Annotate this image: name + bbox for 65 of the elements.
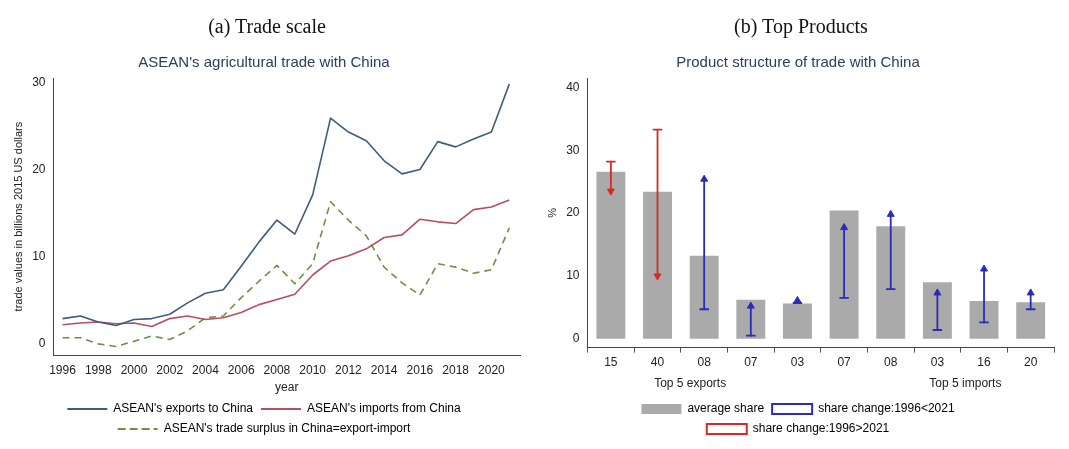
y-tick-label: 10 xyxy=(32,249,46,264)
chart-title: (b) Top Products xyxy=(733,14,869,40)
x-tick-label: 03 xyxy=(790,355,805,370)
x-tick-label: 40 xyxy=(650,355,665,370)
bar xyxy=(876,226,906,339)
x-axis-title: year xyxy=(275,380,299,395)
bar xyxy=(922,282,952,339)
y-tick-label: 0 xyxy=(38,336,46,351)
point xyxy=(980,264,988,272)
legend-label: share change:1996<2021 xyxy=(818,401,955,416)
x-tick-label: 2000 xyxy=(120,362,148,377)
legend-label: share change:1996>2021 xyxy=(752,421,890,436)
x-tick-label: 2010 xyxy=(299,362,327,377)
point xyxy=(886,209,895,217)
point xyxy=(700,174,709,182)
point xyxy=(840,223,849,231)
x-tick-label: 2014 xyxy=(370,362,398,377)
y-tick-label: 30 xyxy=(32,74,46,89)
x-tick-label: 07 xyxy=(744,355,758,370)
legend-label: ASEAN's exports to China xyxy=(113,401,254,416)
y-axis-title: trade values in billions 2015 US dollars xyxy=(11,121,24,312)
point xyxy=(606,188,615,196)
bar xyxy=(782,303,812,339)
chart-subtitle: ASEAN's agricultural trade with China xyxy=(138,53,391,71)
y-tick-label: 40 xyxy=(566,79,580,94)
legend-label: ASEAN's imports from China xyxy=(307,401,461,416)
x-tick-label: 1998 xyxy=(84,362,112,377)
y-axis-title: % xyxy=(545,207,558,218)
point xyxy=(746,301,755,309)
bar xyxy=(596,171,626,339)
y-tick-label: 20 xyxy=(32,161,46,176)
point xyxy=(1026,288,1035,296)
x-tick-label: 2004 xyxy=(192,362,220,377)
x-tick-label: 2018 xyxy=(442,362,470,377)
chart-title: (a) Trade scale xyxy=(207,14,327,40)
x-tick-label: 2006 xyxy=(227,362,255,377)
bar xyxy=(969,301,999,339)
text: Top 5 exports xyxy=(654,376,727,391)
x-tick-label: 20 xyxy=(1024,355,1038,370)
y-tick-label: 10 xyxy=(566,268,580,283)
bar xyxy=(643,191,672,339)
legend-label: ASEAN's trade surplus in China=export-import xyxy=(163,421,412,436)
y-tick-label: 20 xyxy=(566,205,580,220)
x-tick-label: 07 xyxy=(837,355,852,370)
x-tick-label: 15 xyxy=(604,355,618,370)
chart-subtitle: Product structure of trade with China xyxy=(676,53,921,71)
x-tick-label: 08 xyxy=(884,355,898,370)
x-tick-label: 1996 xyxy=(49,362,77,377)
text: Top 5 imports xyxy=(929,376,1002,391)
y-tick-label: 0 xyxy=(572,331,580,346)
legend-label: average share xyxy=(687,401,765,416)
x-tick-label: 2002 xyxy=(156,362,184,377)
x-tick-label: 2020 xyxy=(478,362,506,377)
x-tick-label: 2008 xyxy=(263,362,291,377)
x-tick-label: 03 xyxy=(930,355,945,370)
x-tick-label: 16 xyxy=(977,355,992,370)
x-tick-label: 2016 xyxy=(406,362,434,377)
x-tick-label: 08 xyxy=(697,355,712,370)
bar xyxy=(829,210,859,339)
bar xyxy=(1016,302,1046,339)
point xyxy=(933,288,942,296)
bar xyxy=(689,255,719,339)
y-tick-label: 30 xyxy=(566,142,580,157)
x-tick-label: 2012 xyxy=(335,362,363,377)
bar xyxy=(736,299,766,339)
